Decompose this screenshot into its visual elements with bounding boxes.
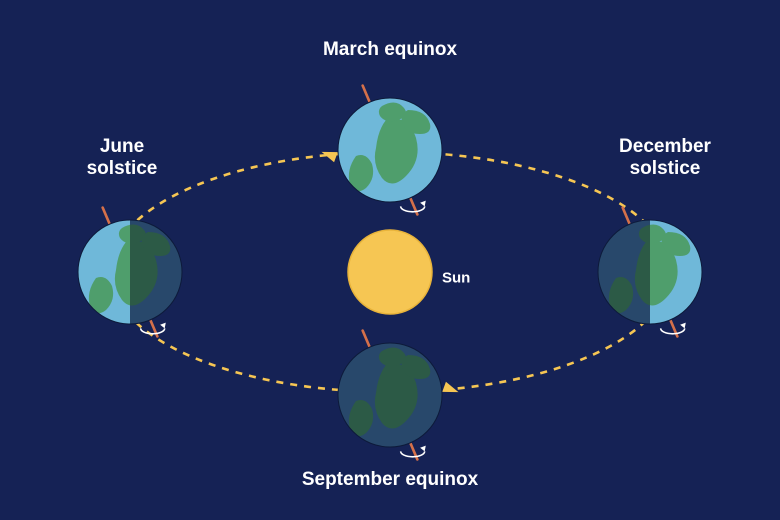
earth-march-spin-icon	[401, 206, 425, 211]
diagram-stage: March equinox June solstice September eq…	[0, 0, 780, 520]
earth-march	[338, 86, 442, 215]
earth-december	[598, 208, 702, 337]
earth-september-spin-icon	[401, 451, 425, 456]
earth-december-spin-icon	[661, 328, 685, 333]
sun-icon	[348, 230, 432, 314]
label-march: March equinox	[323, 39, 457, 61]
label-september: September equinox	[302, 469, 478, 491]
diagram-canvas	[0, 0, 780, 520]
earth-september	[338, 331, 442, 460]
orbit-arrow-1	[442, 382, 460, 397]
label-sun: Sun	[442, 269, 470, 286]
label-december: December solstice	[619, 136, 711, 180]
earth-june-spin-icon	[141, 328, 165, 333]
label-june: June solstice	[87, 136, 158, 180]
earth-june	[78, 208, 182, 337]
